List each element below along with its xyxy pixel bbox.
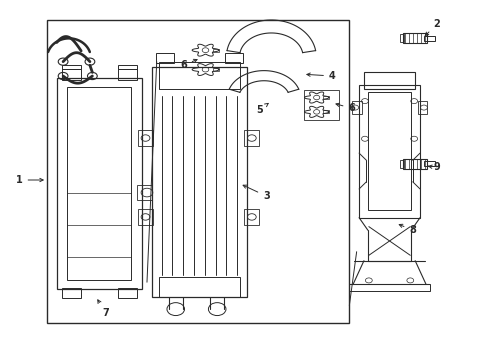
Bar bbox=[399, 35, 404, 42]
Bar bbox=[424, 161, 434, 166]
Bar bbox=[213, 68, 219, 71]
Bar bbox=[118, 69, 137, 80]
Bar bbox=[61, 288, 81, 298]
Bar bbox=[358, 85, 419, 218]
Bar bbox=[244, 130, 259, 146]
Text: 8: 8 bbox=[398, 224, 415, 235]
Bar bbox=[118, 64, 137, 69]
Bar bbox=[138, 130, 153, 146]
Bar bbox=[118, 288, 137, 298]
Text: 4: 4 bbox=[306, 71, 335, 81]
Bar bbox=[403, 159, 426, 169]
Bar bbox=[138, 209, 153, 225]
Text: 5: 5 bbox=[255, 103, 267, 115]
Bar bbox=[152, 67, 246, 297]
Bar bbox=[213, 49, 219, 52]
Bar bbox=[403, 33, 426, 43]
Bar bbox=[363, 72, 414, 89]
Bar bbox=[159, 277, 239, 297]
Bar bbox=[57, 78, 142, 289]
Bar bbox=[244, 209, 259, 225]
Bar bbox=[159, 62, 239, 89]
Bar bbox=[67, 87, 131, 280]
Text: 2: 2 bbox=[425, 19, 440, 36]
Bar bbox=[61, 64, 81, 69]
Bar bbox=[47, 21, 348, 323]
Text: 6: 6 bbox=[180, 59, 197, 70]
Bar bbox=[323, 111, 329, 113]
Bar bbox=[367, 92, 410, 211]
Bar bbox=[417, 101, 427, 114]
Text: 7: 7 bbox=[98, 300, 109, 318]
Text: 3: 3 bbox=[243, 185, 269, 201]
Text: 1: 1 bbox=[16, 175, 43, 185]
Bar bbox=[224, 53, 243, 63]
Bar bbox=[351, 101, 361, 114]
Text: 9: 9 bbox=[427, 162, 440, 172]
Bar bbox=[137, 185, 152, 200]
Bar bbox=[399, 160, 404, 168]
Bar bbox=[323, 96, 329, 99]
Bar bbox=[61, 69, 81, 80]
Bar bbox=[348, 284, 429, 291]
Bar bbox=[156, 53, 174, 63]
Text: 6: 6 bbox=[335, 103, 354, 113]
Bar bbox=[304, 90, 338, 120]
Bar bbox=[424, 36, 434, 41]
